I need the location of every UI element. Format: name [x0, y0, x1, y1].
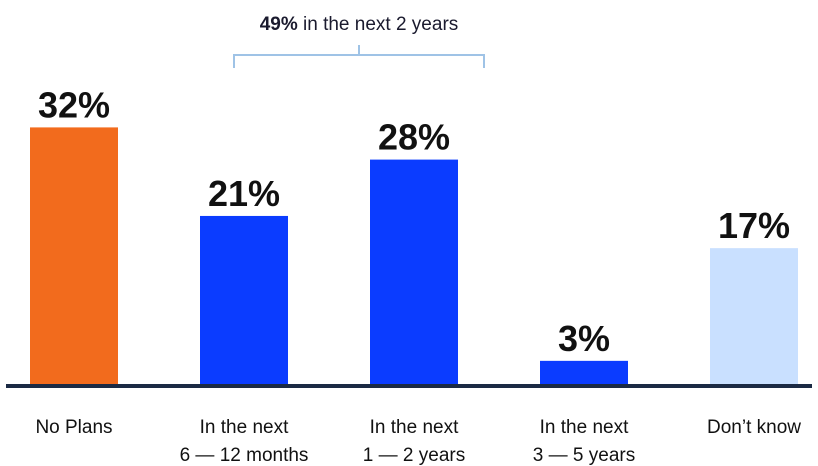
bar-value-label: 17%: [718, 205, 790, 246]
category-label-line: In the next: [200, 417, 289, 438]
annotation-bracket: [233, 45, 485, 68]
bar-2: [200, 215, 288, 385]
bar-value-label: 21%: [208, 173, 280, 214]
category-label: Don’t know: [707, 417, 801, 438]
bar-value-label: 3%: [558, 318, 610, 359]
bar-value-label: 28%: [378, 117, 450, 158]
bar-3: [370, 159, 458, 385]
annotation-description: in the next 2 years: [298, 14, 459, 35]
bar-4: [540, 360, 628, 385]
annotation-label: 49% in the next 2 years: [260, 14, 459, 35]
bar-5: [710, 248, 798, 385]
value-labels-group: 32% 21% 28% 3% 17%: [38, 84, 790, 358]
category-label-line: No Plans: [35, 417, 112, 438]
category-label: In the next 1 — 2 years: [363, 417, 465, 466]
category-label-line: In the next: [370, 417, 459, 438]
category-label-line: In the next: [540, 417, 629, 438]
category-label: In the next 3 — 5 years: [533, 417, 635, 466]
bars-group: [30, 127, 798, 386]
category-label-line: Don’t know: [707, 417, 801, 438]
category-label-line: 6 — 12 months: [180, 445, 309, 466]
annotation-group: 49% in the next 2 years: [233, 14, 485, 68]
annotation-value: 49%: [260, 14, 298, 35]
bar-1: [30, 127, 118, 386]
category-label-line: 3 — 5 years: [533, 445, 635, 466]
category-label: No Plans: [35, 417, 112, 438]
category-label-line: 1 — 2 years: [363, 445, 465, 466]
category-label: In the next 6 — 12 months: [180, 417, 309, 466]
bar-value-label: 32%: [38, 84, 110, 125]
